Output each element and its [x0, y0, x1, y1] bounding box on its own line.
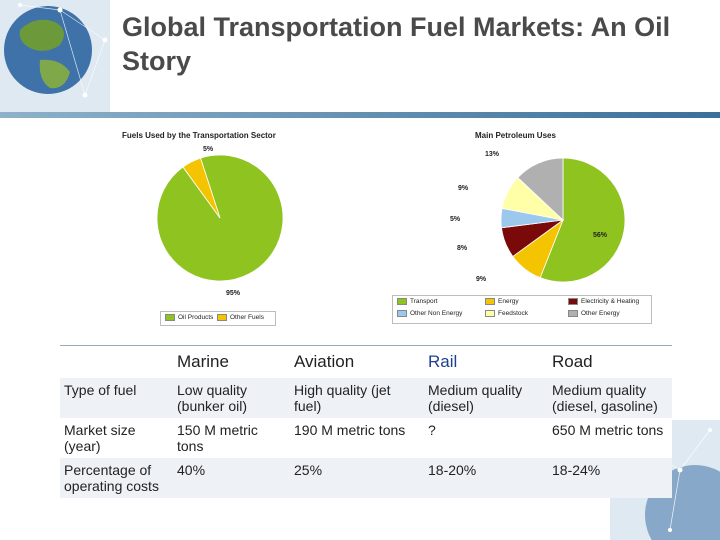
globe-decoration-bottom-icon: [610, 420, 720, 540]
legend-item-electricity: Electricity & Heating: [568, 298, 639, 305]
transport-fuel-table: Marine Aviation Rail Road Type of fuel L…: [60, 345, 672, 498]
pie-slice-transport: [539, 157, 625, 283]
pie2-label-energy: 9%: [476, 276, 487, 283]
table-row: Percentage of operating costs 40% 25% 18…: [60, 458, 672, 498]
cell: 150 M metric tons: [177, 422, 258, 454]
pie-chart-petroleum-uses: [500, 157, 625, 283]
chart1-title: Fuels Used by the Transportation Sector: [122, 131, 276, 140]
header-aviation: Aviation: [294, 352, 355, 371]
slide-title: Global Transportation Fuel Markets: An O…: [122, 12, 671, 76]
row-label-percentage: Percentage of operating costs: [64, 462, 159, 494]
pie-chart-fuels: [156, 154, 284, 282]
header-empty: [60, 346, 173, 379]
cell: 190 M metric tons: [294, 422, 406, 438]
row-label-type-of-fuel: Type of fuel: [64, 382, 137, 398]
table-row: Market size (year) 150 M metric tons 190…: [60, 418, 672, 458]
cell: 25%: [294, 462, 323, 478]
cell: High quality (jet fuel): [294, 382, 391, 414]
pie2-label-other-non-energy: 5%: [450, 216, 461, 223]
pie-slice-other-energy: [517, 157, 564, 221]
cell: Medium quality (diesel): [428, 382, 523, 414]
legend-item-other-energy: Other Energy: [568, 310, 620, 317]
title-divider-band: [0, 112, 720, 118]
table-header-row: Marine Aviation Rail Road: [60, 345, 672, 379]
legend-item-energy: Energy: [485, 298, 519, 305]
header-marine: Marine: [177, 352, 229, 371]
cell: Low quality (bunker oil): [177, 382, 248, 414]
pie-slice-other-fuels: [182, 157, 221, 219]
legend-item-other-fuels: Other Fuels: [217, 314, 264, 321]
cell: Medium quality (diesel, gasoline): [552, 382, 658, 414]
cell: 18-24%: [552, 462, 601, 478]
legend-item-other-non-energy: Other Non Energy: [397, 310, 462, 317]
header-road: Road: [552, 352, 593, 371]
pie2-label-feedstock: 9%: [458, 185, 469, 192]
pie2-label-other-energy: 13%: [485, 151, 500, 158]
pie2-label-electricity: 8%: [457, 245, 468, 252]
cell: 18-20%: [428, 462, 477, 478]
pie2-label-transport: 56%: [593, 232, 608, 239]
cell: 650 M metric tons: [552, 422, 664, 438]
pie1-label-oil-products: 95%: [226, 290, 241, 297]
header-rail: Rail: [428, 352, 458, 371]
charts-panel: Fuels Used by the Transportation Sector …: [60, 118, 680, 345]
globe-decoration-icon: [0, 0, 110, 115]
cell: 40%: [177, 462, 206, 478]
legend-item-oil-products: Oil Products: [165, 314, 213, 321]
chart2-title: Main Petroleum Uses: [475, 131, 556, 140]
pie1-legend: Oil Products Other Fuels: [160, 311, 276, 326]
cell: ?: [428, 422, 436, 438]
legend-item-transport: Transport: [397, 298, 438, 305]
pie1-label-other-fuels: 5%: [203, 146, 214, 153]
row-label-market-size: Market size (year): [64, 422, 136, 454]
pie2-legend: Transport Energy Electricity & Heating O…: [392, 295, 652, 324]
table-row: Type of fuel Low quality (bunker oil) Hi…: [60, 378, 672, 418]
legend-item-feedstock: Feedstock: [485, 310, 528, 317]
